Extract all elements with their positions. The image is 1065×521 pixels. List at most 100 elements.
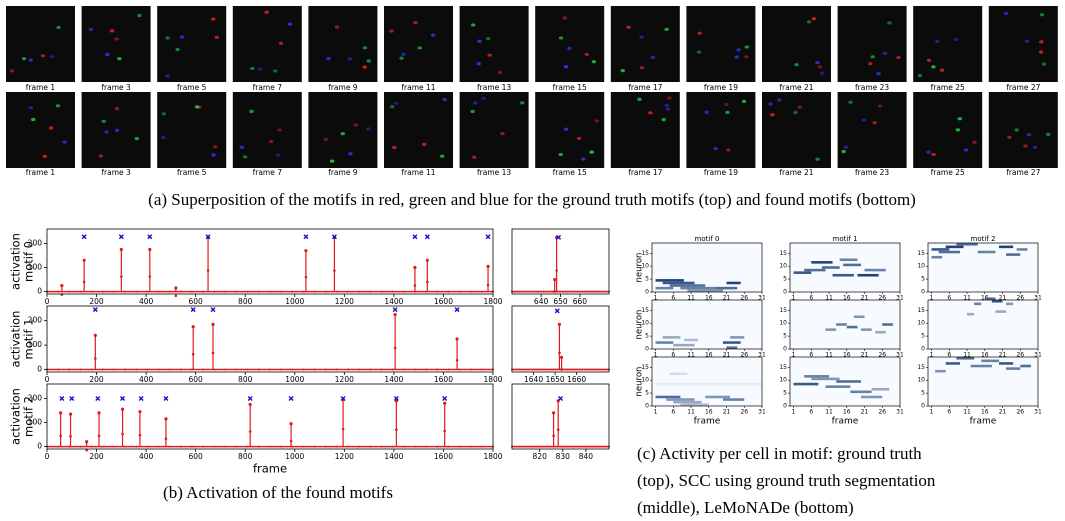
frame-tile bbox=[988, 6, 1058, 82]
baseline-dot bbox=[179, 368, 182, 371]
cell-dot bbox=[591, 60, 597, 64]
panel-title: motif 0 bbox=[695, 235, 720, 243]
peak-marker bbox=[190, 307, 196, 313]
peak-marker bbox=[558, 395, 563, 401]
cell-dot bbox=[334, 25, 340, 29]
heat-cell bbox=[956, 357, 975, 360]
cell-dot bbox=[815, 157, 820, 161]
baseline-dot bbox=[101, 368, 104, 371]
cell-dot bbox=[744, 55, 749, 59]
baseline-dot bbox=[588, 445, 591, 448]
cell-dot bbox=[486, 37, 491, 41]
cell-dot bbox=[664, 103, 670, 108]
baseline-dot bbox=[600, 290, 603, 293]
stem-mid bbox=[395, 428, 398, 432]
cell-dot bbox=[249, 109, 254, 113]
heat-cell bbox=[853, 315, 865, 319]
heat-cell bbox=[680, 286, 716, 290]
y-tick-label: 0 bbox=[645, 289, 649, 296]
cell-dot bbox=[725, 110, 730, 114]
baseline-dot bbox=[591, 290, 594, 293]
frame-label: frame 11 bbox=[401, 83, 435, 92]
cell-dot bbox=[697, 31, 702, 35]
cell-dot bbox=[1003, 11, 1009, 16]
peak-marker bbox=[442, 395, 448, 401]
baseline-dot bbox=[246, 445, 249, 448]
heat-cell bbox=[655, 382, 762, 386]
cell-dot bbox=[620, 68, 625, 73]
heat-cell bbox=[882, 323, 893, 326]
baseline-dot bbox=[90, 368, 93, 371]
baseline-dot bbox=[591, 445, 594, 448]
baseline-dot bbox=[532, 290, 535, 293]
x-tick-label: 1600 bbox=[434, 452, 453, 461]
y-tick-label: 5 bbox=[921, 390, 925, 397]
peak-marker bbox=[288, 395, 294, 401]
heat-cell bbox=[655, 395, 681, 399]
frame-tile bbox=[81, 6, 151, 82]
baseline-dot bbox=[547, 445, 550, 448]
x-tick-label: 21 bbox=[723, 352, 731, 359]
cell-dot bbox=[277, 128, 282, 132]
x-tick-label: 21 bbox=[723, 295, 731, 302]
y-tick-label: 10 bbox=[917, 377, 925, 384]
cell-dot bbox=[520, 101, 525, 105]
y-tick-label: 5 bbox=[783, 390, 787, 397]
cell-dot bbox=[963, 148, 969, 152]
baseline-dot bbox=[135, 290, 138, 293]
x-tick-label: 21 bbox=[861, 352, 869, 359]
cell-dot bbox=[98, 154, 104, 158]
peak-marker bbox=[340, 395, 346, 401]
frame-tile bbox=[157, 92, 227, 168]
x-tick-label: 1400 bbox=[384, 375, 403, 384]
x-tick-label: 1200 bbox=[335, 375, 354, 384]
peak-marker bbox=[81, 234, 87, 240]
heat-cell bbox=[811, 377, 840, 381]
cell-dot bbox=[882, 51, 888, 55]
cell-dot bbox=[806, 20, 812, 24]
heat-cell bbox=[991, 300, 1003, 303]
x-tick-label: 16 bbox=[843, 352, 851, 359]
baseline-dot bbox=[458, 368, 461, 371]
stem-mid bbox=[191, 352, 195, 356]
baseline-dot bbox=[559, 290, 562, 293]
stem-mid bbox=[443, 429, 446, 433]
frame-tile bbox=[913, 6, 983, 82]
cell-dot bbox=[114, 128, 120, 132]
cell-dot bbox=[470, 109, 475, 114]
x-tick-label: 200 bbox=[89, 452, 104, 461]
x-tick-label: 400 bbox=[139, 452, 154, 461]
x-tick-label: 6 bbox=[671, 295, 675, 302]
baseline-dot bbox=[79, 445, 82, 448]
baseline-dot bbox=[235, 290, 238, 293]
x-tick-label: 31 bbox=[758, 352, 766, 359]
x-tick-label: 640 bbox=[534, 297, 549, 306]
frame-label: frame 9 bbox=[328, 83, 358, 92]
baseline-dot bbox=[224, 445, 227, 448]
stem-mid bbox=[174, 294, 178, 298]
baseline-dot bbox=[358, 368, 361, 371]
heat-cell bbox=[977, 250, 996, 254]
baseline-dot bbox=[425, 445, 428, 448]
cell-dot bbox=[935, 39, 940, 43]
heat-cell bbox=[860, 328, 872, 331]
stem-tip bbox=[393, 312, 397, 317]
y-axis-label: activation bbox=[9, 233, 23, 290]
y-tick-label: 0 bbox=[37, 287, 42, 296]
x-tick-label: 11 bbox=[687, 295, 695, 302]
baseline-dot bbox=[79, 290, 82, 293]
y-tick-label: 200 bbox=[28, 393, 43, 402]
x-tick-label: 400 bbox=[139, 297, 154, 306]
baseline-dot bbox=[571, 290, 574, 293]
stem-tip bbox=[413, 265, 417, 270]
x-tick-label: 26 bbox=[1016, 352, 1024, 359]
stem-tip bbox=[304, 249, 308, 253]
x-tick-label: 16 bbox=[843, 295, 851, 302]
x-tick-label: 1 bbox=[654, 409, 658, 416]
cell-dot bbox=[594, 119, 599, 123]
baseline-dot bbox=[586, 368, 589, 371]
plot-frame bbox=[46, 305, 494, 373]
x-tick-label: 6 bbox=[809, 409, 813, 416]
frame-label: frame 19 bbox=[704, 83, 738, 92]
baseline-dot bbox=[291, 445, 294, 448]
